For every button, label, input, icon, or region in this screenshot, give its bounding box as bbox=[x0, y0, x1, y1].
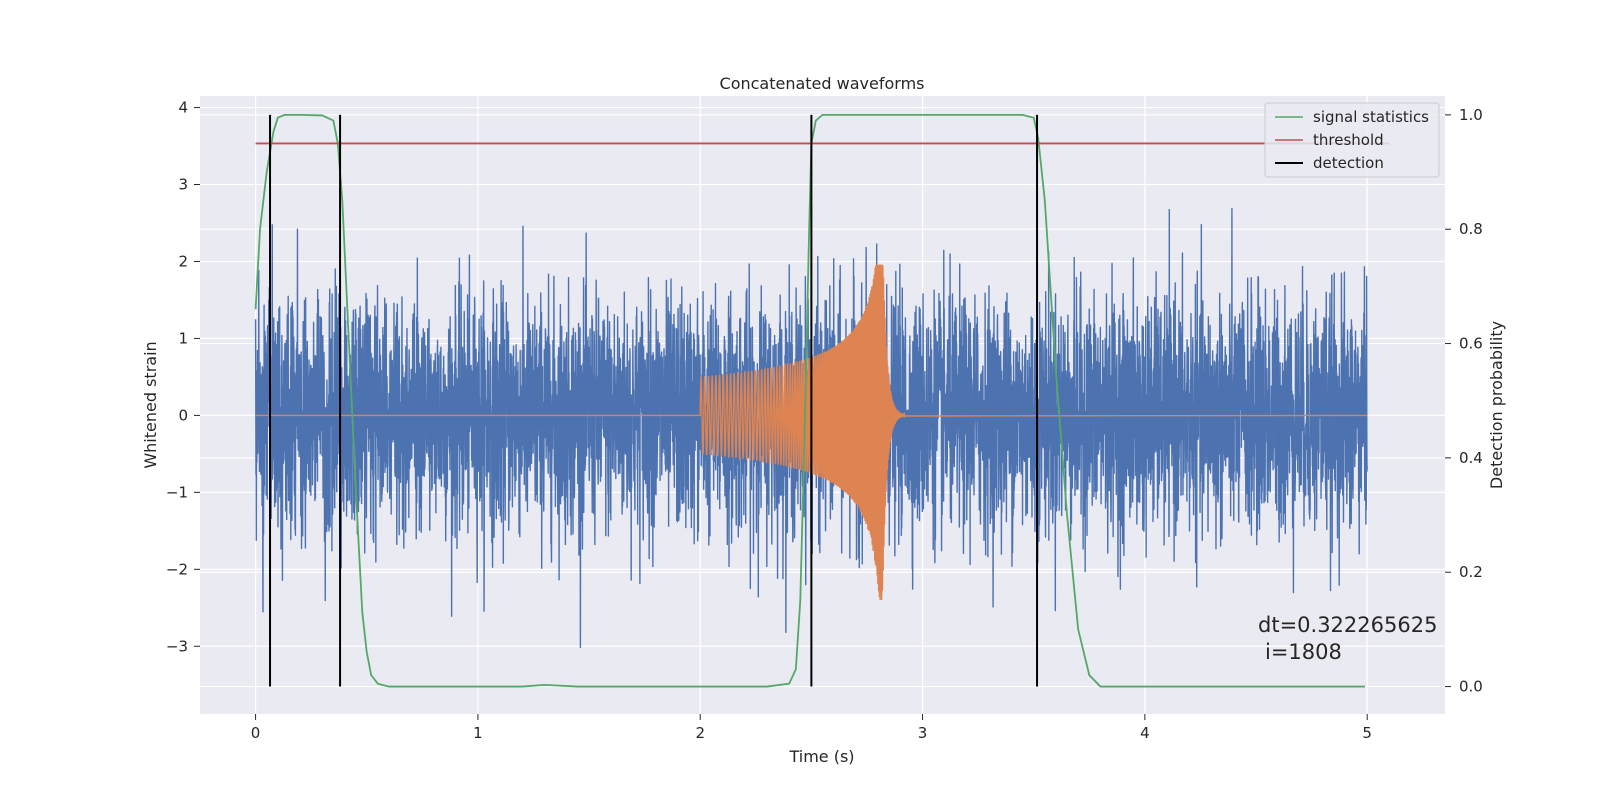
chart-title: Concatenated waveforms bbox=[720, 74, 925, 93]
x-tick-label-1: 1 bbox=[473, 724, 483, 742]
series-line-signal-statistics bbox=[254, 113, 1365, 688]
axis-ticks: 0 1 2 3 4 5 −3 −2 −1 0 1 2 3 4 0.0 0.2 0.4 0.6 0.8 1.0 bbox=[166, 99, 1483, 742]
y-left-tick-label-1: −2 bbox=[166, 560, 188, 578]
y-axis-left-title: Whitened strain bbox=[141, 341, 160, 468]
x-tick-label-3: 3 bbox=[918, 724, 928, 742]
y-right-tick-label-3: 0.6 bbox=[1459, 335, 1483, 353]
legend: signal statistics threshold detection bbox=[1264, 102, 1440, 178]
annotation-dt: dt=0.322265625 bbox=[1258, 613, 1437, 637]
y-right-tick-label-0: 0.0 bbox=[1459, 678, 1483, 696]
x-tick-label-2: 2 bbox=[695, 724, 705, 742]
y-left-tick-label-2: −1 bbox=[166, 483, 188, 501]
legend-label-signal-statistics: signal statistics bbox=[1313, 108, 1429, 126]
x-tick-label-0: 0 bbox=[251, 724, 261, 742]
x-tick-label-5: 5 bbox=[1362, 724, 1372, 742]
annotation-index: i=1808 bbox=[1265, 640, 1342, 664]
y-axis-right-title: Detection probability bbox=[1487, 321, 1506, 489]
x-tick-label-4: 4 bbox=[1140, 724, 1150, 742]
y-left-tick-label-0: −3 bbox=[166, 637, 188, 655]
legend-label-threshold: threshold bbox=[1313, 131, 1384, 149]
x-axis-title: Time (s) bbox=[788, 747, 854, 766]
y-left-tick-label-4: 1 bbox=[178, 329, 188, 347]
y-right-tick-label-5: 1.0 bbox=[1459, 106, 1483, 124]
y-right-tick-label-4: 0.8 bbox=[1459, 220, 1483, 238]
overlay-series bbox=[254, 113, 1390, 688]
y-left-tick-label-6: 3 bbox=[178, 176, 188, 194]
y-left-tick-label-3: 0 bbox=[178, 406, 188, 424]
injected-signal-series bbox=[255, 264, 1368, 601]
injected-signal-line bbox=[255, 264, 1368, 601]
data-layer bbox=[254, 113, 1390, 688]
y-left-tick-label-7: 4 bbox=[178, 99, 188, 117]
legend-label-detection: detection bbox=[1313, 154, 1384, 172]
y-right-tick-label-2: 0.4 bbox=[1459, 449, 1483, 467]
y-left-tick-label-5: 2 bbox=[178, 252, 188, 270]
legend-box bbox=[1264, 102, 1440, 178]
y-right-tick-label-1: 0.2 bbox=[1459, 563, 1483, 581]
